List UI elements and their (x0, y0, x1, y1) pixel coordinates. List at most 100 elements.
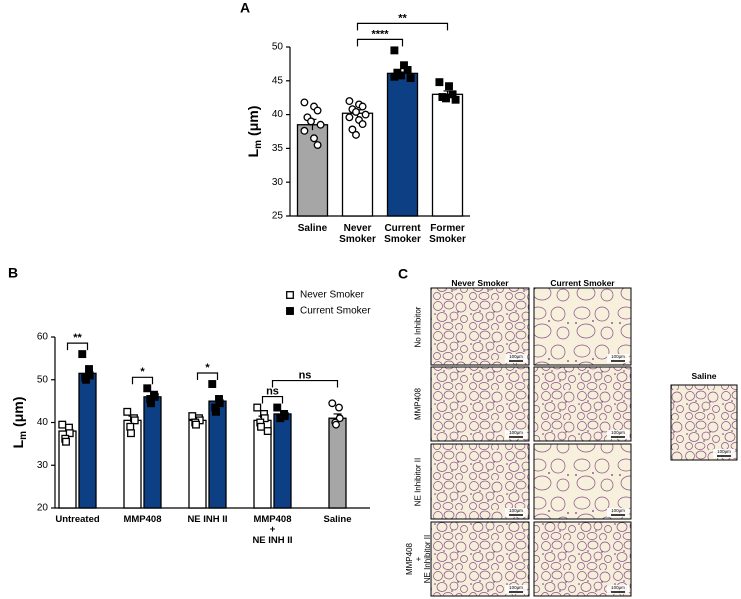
row-label: MMP408 + NE Inhibitor II (404, 534, 432, 584)
scale-bar-label: 100μm (611, 430, 625, 435)
scale-bar-label: 100μm (509, 508, 523, 513)
data-point (390, 72, 399, 81)
x-tick-label: MMP408 (123, 514, 162, 525)
x-tick-label: NE INH II (187, 514, 228, 525)
micrograph (533, 287, 632, 366)
bar (143, 396, 162, 509)
x-tick-label: Current Smoker (384, 223, 421, 245)
saline-header: Saline (691, 371, 717, 381)
data-point (310, 134, 318, 143)
micrograph (430, 521, 530, 597)
data-point (82, 375, 90, 384)
column-header: Current Smoker (550, 278, 615, 288)
y-label-sub: m (18, 431, 29, 440)
legend-label: Current Smoker (300, 306, 371, 317)
scale-bar-box (607, 354, 629, 363)
x-tick-label: MMP408 + NE INH II (252, 514, 293, 546)
data-point (263, 427, 272, 435)
data-point (332, 420, 340, 429)
x-tick-label: Saline (323, 514, 352, 525)
bar (328, 417, 347, 509)
micrograph (670, 384, 738, 461)
scale-bar-label: 100μm (611, 354, 625, 359)
data-point (143, 384, 152, 393)
significance-bracket (271, 379, 339, 388)
data-point (276, 414, 285, 423)
significance-label: * (205, 362, 210, 374)
legend-marker (286, 291, 294, 299)
data-point (442, 94, 450, 103)
significance-bracket (131, 376, 154, 385)
y-tick-label: 50 (37, 374, 49, 385)
data-point (188, 412, 197, 421)
data-point (358, 102, 367, 111)
data-point (435, 78, 444, 87)
row-label: No Inhibitor (413, 306, 423, 347)
data-point (215, 399, 224, 408)
bar (188, 419, 207, 509)
y-axis-label: Lm (μm) (245, 106, 264, 158)
legend-label: Never Smoker (300, 290, 365, 301)
scale-bar-label: 100μm (509, 430, 523, 435)
y-label-sub: m (253, 140, 264, 149)
micrograph (533, 443, 632, 520)
significance-label: * (140, 366, 145, 378)
data-point (390, 46, 399, 55)
data-point (85, 365, 93, 374)
micrograph (430, 287, 530, 366)
scale-bar-label: 100μm (611, 585, 625, 590)
y-tick-label: 40 (37, 417, 49, 428)
micrograph (430, 443, 530, 520)
data-point (352, 130, 360, 139)
data-point (335, 403, 343, 412)
data-point (313, 141, 322, 149)
column-header: Never Smoker (451, 278, 509, 288)
data-point (345, 97, 354, 106)
significance-bracket (356, 38, 404, 47)
data-point (358, 120, 367, 129)
significance-label: ** (73, 332, 82, 344)
data-point (345, 113, 354, 122)
significance-bracket (196, 372, 219, 381)
scale-bar-box (607, 585, 629, 594)
panel-label: A (240, 0, 250, 16)
data-point (253, 403, 262, 412)
scale-bar-label: 100μm (509, 585, 523, 590)
data-point (212, 407, 220, 416)
y-tick-label: 35 (272, 143, 284, 154)
significance-label: ns (299, 369, 312, 381)
y-tick-label: 45 (272, 75, 284, 86)
data-point (397, 71, 405, 80)
data-point (78, 350, 87, 359)
y-tick-label: 60 (37, 332, 49, 343)
data-point (300, 126, 309, 135)
data-point (348, 125, 357, 134)
scale-bar-box (607, 430, 629, 439)
data-point (451, 95, 460, 104)
y-tick-label: 25 (272, 211, 284, 222)
row-label: NE Inhibitor II (413, 457, 423, 506)
data-point (406, 74, 415, 83)
y-tick-label: 20 (37, 503, 49, 514)
panel-label: B (8, 265, 18, 281)
significance-label: ** (398, 12, 407, 24)
y-tick-label: 50 (272, 42, 284, 53)
y-label-main: L (10, 439, 26, 448)
x-tick-label: Never Smoker (339, 223, 376, 245)
y-label-main: L (245, 148, 261, 157)
scale-bar-label: 100μm (717, 449, 731, 454)
scale-bar-box (607, 508, 629, 517)
data-point (192, 420, 200, 429)
scale-bar-label: 100μm (611, 508, 625, 513)
data-point (208, 380, 217, 388)
data-point (127, 429, 135, 438)
x-tick-label: Saline (297, 223, 328, 234)
data-point (130, 416, 139, 425)
y-axis-label: Lm (μm) (10, 397, 29, 449)
data-point (123, 407, 132, 416)
bar (208, 400, 227, 509)
scale-bar-box (505, 430, 527, 439)
bar (431, 93, 464, 217)
micrograph (430, 366, 530, 442)
